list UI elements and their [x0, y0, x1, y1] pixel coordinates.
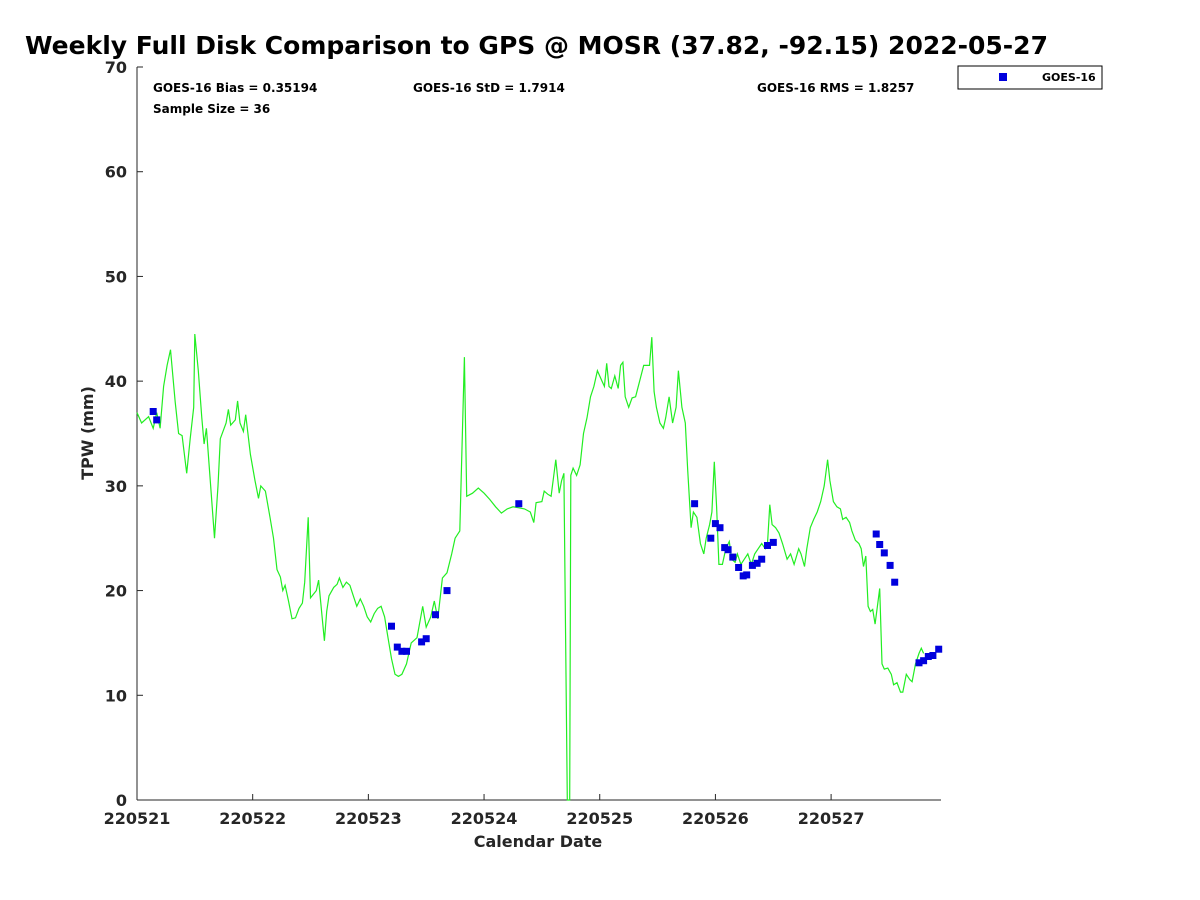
legend: GOES-16 [957, 65, 1103, 90]
data-point-goes-16 [876, 541, 884, 548]
data-point-goes-16 [418, 638, 426, 646]
x-tick-label: 220527 [798, 809, 865, 828]
data-point-goes-16 [758, 555, 766, 563]
data-point-goes-16 [880, 549, 888, 557]
data-point-goes-16 [743, 571, 751, 579]
data-point-goes-16 [398, 647, 406, 655]
data-point-goes-16 [769, 538, 777, 546]
data-point-goes-16 [388, 622, 395, 630]
stat-std: GOES-16 StD = 1.7914 [413, 81, 565, 95]
chart-title: Weekly Full Disk Comparison to GPS @ MOS… [25, 31, 1048, 60]
y-tick-label: 10 [105, 686, 127, 705]
y-tick-label: 20 [105, 582, 127, 601]
data-point-goes-16 [432, 611, 439, 619]
x-tick-label: 220525 [566, 809, 633, 828]
data-point-goes-16 [886, 561, 894, 569]
legend-label-goes-16: GOES-16 [1042, 71, 1096, 84]
stat-sample-size: Sample Size = 36 [153, 102, 270, 116]
data-point-goes-16 [891, 578, 899, 586]
stat-bias: GOES-16 Bias = 0.35194 [153, 81, 317, 95]
legend-box [957, 65, 1103, 90]
data-point-goes-16 [935, 645, 943, 653]
data-point-goes-16 [515, 500, 523, 508]
y-tick-label: 30 [105, 477, 127, 496]
data-point-goes-16 [764, 542, 771, 549]
data-point-goes-16 [711, 520, 719, 528]
axes [136, 67, 941, 801]
data-point-goes-16 [924, 653, 932, 660]
x-axis-label: Calendar Date [474, 832, 603, 851]
data-point-goes-16 [403, 647, 410, 655]
data-point-goes-16 [929, 652, 937, 659]
x-tick-label: 220522 [219, 809, 286, 828]
data-point-goes-16 [915, 659, 923, 667]
y-axis-label: TPW (mm) [78, 386, 97, 480]
x-ticks: 220521 220522 220523 220524 220525 220526 2205… [104, 794, 865, 828]
series-line-gps [136, 333, 925, 801]
data-point-goes-16 [443, 587, 451, 595]
data-point-goes-16 [707, 534, 715, 542]
data-point-goes-16 [920, 657, 928, 665]
x-tick-label: 220524 [451, 809, 518, 828]
data-point-goes-16 [753, 559, 761, 567]
data-point-goes-16 [729, 553, 737, 561]
data-point-goes-16 [735, 564, 743, 571]
data-point-goes-16 [153, 416, 161, 424]
data-point-goes-16 [691, 500, 699, 508]
data-point-goes-16 [748, 561, 756, 569]
y-tick-label: 70 [105, 58, 127, 77]
legend-marker-goes-16 [999, 73, 1007, 81]
data-point-goes-16 [872, 530, 880, 538]
y-tick-label: 60 [105, 163, 127, 182]
data-point-goes-16 [393, 643, 401, 651]
data-point-goes-16 [149, 408, 157, 415]
x-tick-label: 220526 [682, 809, 749, 828]
plot-area [136, 333, 943, 801]
stat-rms: GOES-16 RMS = 1.8257 [757, 81, 914, 95]
y-tick-label: 50 [105, 267, 127, 286]
y-ticks: 0 10 20 30 40 50 60 70 [105, 58, 143, 810]
y-tick-label: 40 [105, 372, 127, 391]
data-point-goes-16 [422, 635, 430, 643]
x-tick-label: 220523 [335, 809, 402, 828]
data-point-goes-16 [716, 524, 724, 532]
x-tick-label: 220521 [104, 809, 171, 828]
y-tick-label: 0 [116, 791, 127, 810]
data-point-goes-16 [724, 546, 732, 554]
